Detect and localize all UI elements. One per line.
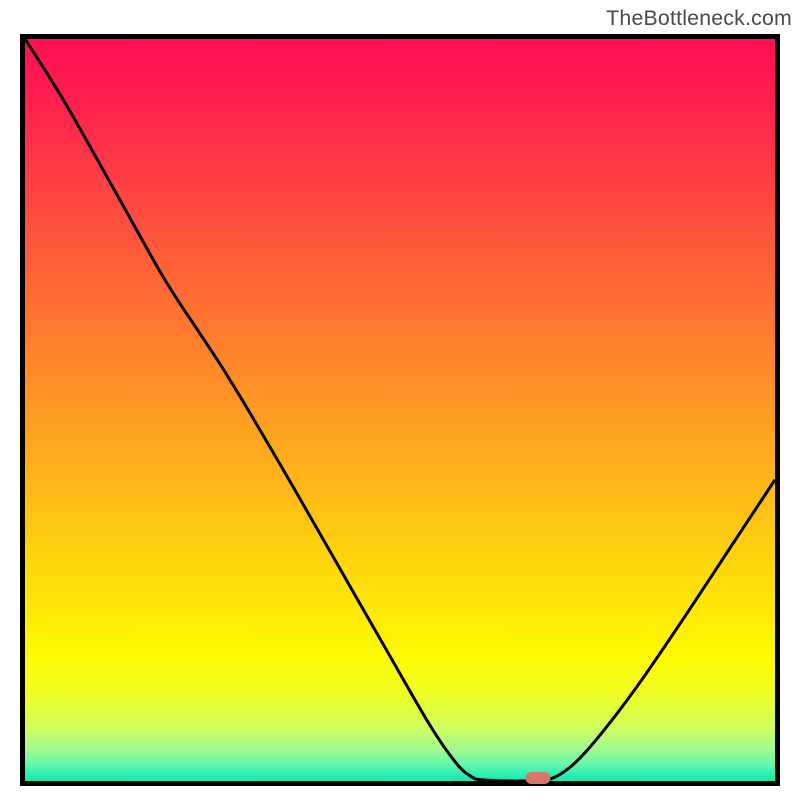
- watermark-text: TheBottleneck.com: [606, 6, 792, 31]
- bottleneck-curve: [25, 39, 775, 781]
- curve-svg: [25, 39, 775, 781]
- chart-inner: [25, 39, 775, 781]
- dip-marker: [526, 772, 551, 784]
- chart-container: { "watermark": { "text": "TheBottleneck.…: [0, 0, 800, 800]
- chart-frame: [20, 34, 780, 786]
